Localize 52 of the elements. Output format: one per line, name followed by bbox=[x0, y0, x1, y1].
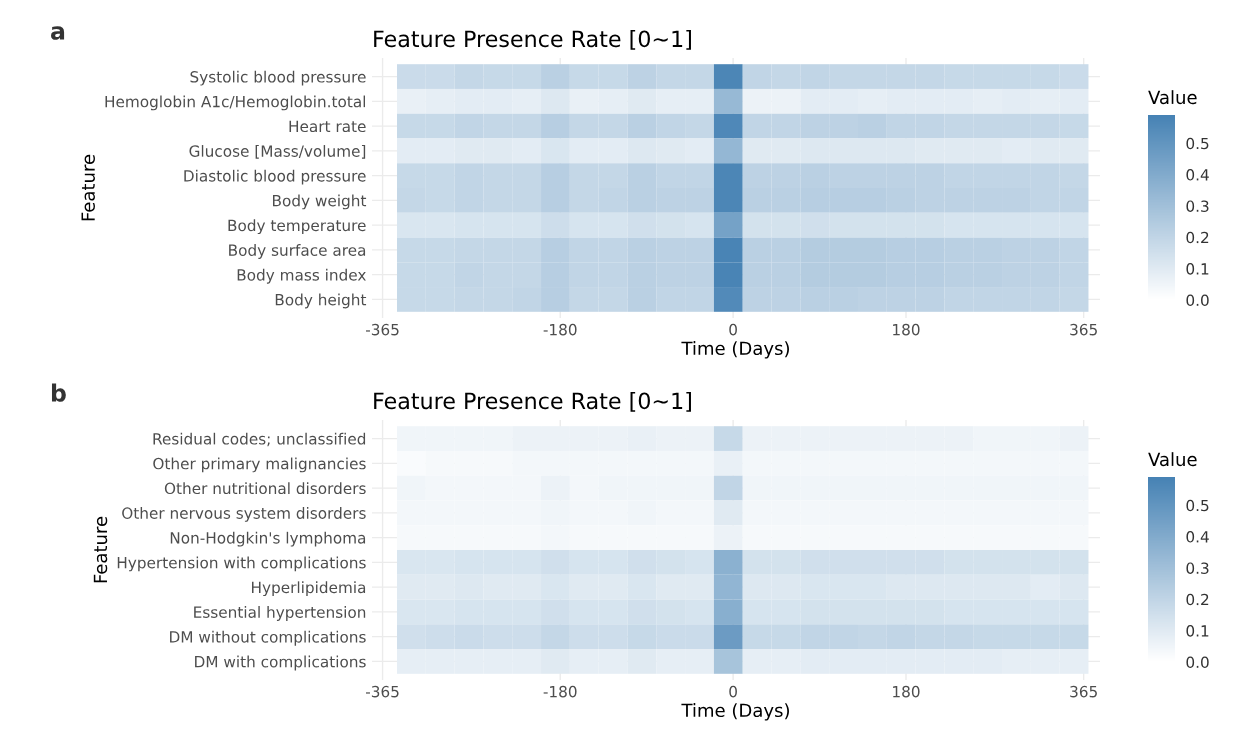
x-tick-label: 365 bbox=[1070, 685, 1097, 698]
y-tick-label: Non-Hodgkin's lymphoma bbox=[170, 531, 366, 547]
color-bar-label: 0.2 bbox=[1186, 231, 1209, 244]
x-tick-label: -365 bbox=[365, 323, 399, 336]
chart-title: Feature Presence Rate [0~1] bbox=[374, 30, 691, 50]
text: a bbox=[51, 26, 65, 40]
y-tick-label: Body surface area bbox=[229, 244, 366, 259]
y-tick-label: Hyperlipidemia bbox=[252, 581, 366, 597]
y-tick-label: Hemoglobin A1c/Hemoglobin.total bbox=[105, 95, 366, 111]
x-tick-label: 180 bbox=[893, 323, 920, 336]
y-tick-label: Other primary malignancies bbox=[153, 457, 366, 473]
x-axis-title: Time (Days) bbox=[681, 703, 789, 721]
x-tick-label: -365 bbox=[365, 685, 399, 698]
color-bar-label: 0.4 bbox=[1186, 531, 1209, 543]
x-tick-label: 365 bbox=[1070, 323, 1097, 336]
color-bar-label: 0.3 bbox=[1186, 562, 1209, 574]
color-bar-label: 0.2 bbox=[1186, 593, 1209, 606]
color-bar-label: 0.1 bbox=[1186, 625, 1209, 637]
y-tick-label: Body mass index bbox=[237, 268, 366, 284]
x-tick-label: 0 bbox=[729, 685, 737, 698]
y-tick-label: Heart rate bbox=[289, 120, 366, 133]
y-tick-label: Residual codes; unclassified bbox=[153, 432, 366, 447]
color-bar-title: Value bbox=[1148, 90, 1197, 105]
color-bar-label: 0.0 bbox=[1186, 294, 1209, 307]
color-bar-label: 0.5 bbox=[1186, 499, 1209, 512]
x-axis-title: Time (Days) bbox=[681, 341, 789, 359]
chart-title: Feature Presence Rate [0~1] bbox=[374, 392, 691, 412]
y-tick-label: DM without complications bbox=[170, 630, 366, 646]
y-axis-title: Feature bbox=[81, 154, 95, 221]
y-tick-label: Body temperature bbox=[228, 219, 366, 235]
x-tick-label: 180 bbox=[893, 685, 920, 698]
color-bar-title: Value bbox=[1148, 452, 1197, 467]
y-tick-label: Essential hypertension bbox=[194, 606, 366, 621]
y-tick-label: Body weight bbox=[273, 194, 367, 210]
y-tick-label: Other nutritional disorders bbox=[164, 482, 366, 495]
y-tick-label: Diastolic blood pressure bbox=[184, 169, 366, 185]
y-tick-label: Hypertension with complications bbox=[117, 556, 366, 572]
x-tick-label: 0 bbox=[729, 323, 737, 336]
color-bar-label: 0.1 bbox=[1186, 263, 1209, 275]
y-tick-label: Body height bbox=[275, 293, 367, 309]
x-tick-label: -180 bbox=[543, 685, 577, 698]
y-tick-label: DM with complications bbox=[195, 655, 366, 671]
y-axis-title: Feature bbox=[93, 516, 108, 583]
color-bar-label: 0.5 bbox=[1186, 137, 1209, 150]
color-bar-label: 0.0 bbox=[1186, 656, 1209, 669]
color-bar-label: 0.3 bbox=[1186, 200, 1209, 212]
x-tick-label: -180 bbox=[543, 323, 577, 336]
y-tick-label: Other nervous system disorders bbox=[122, 507, 366, 522]
text: b bbox=[51, 383, 66, 402]
y-tick-label: Systolic blood pressure bbox=[190, 70, 366, 86]
y-tick-label: Glucose [Mass/volume] bbox=[189, 145, 366, 159]
color-bar-label: 0.4 bbox=[1186, 169, 1209, 181]
